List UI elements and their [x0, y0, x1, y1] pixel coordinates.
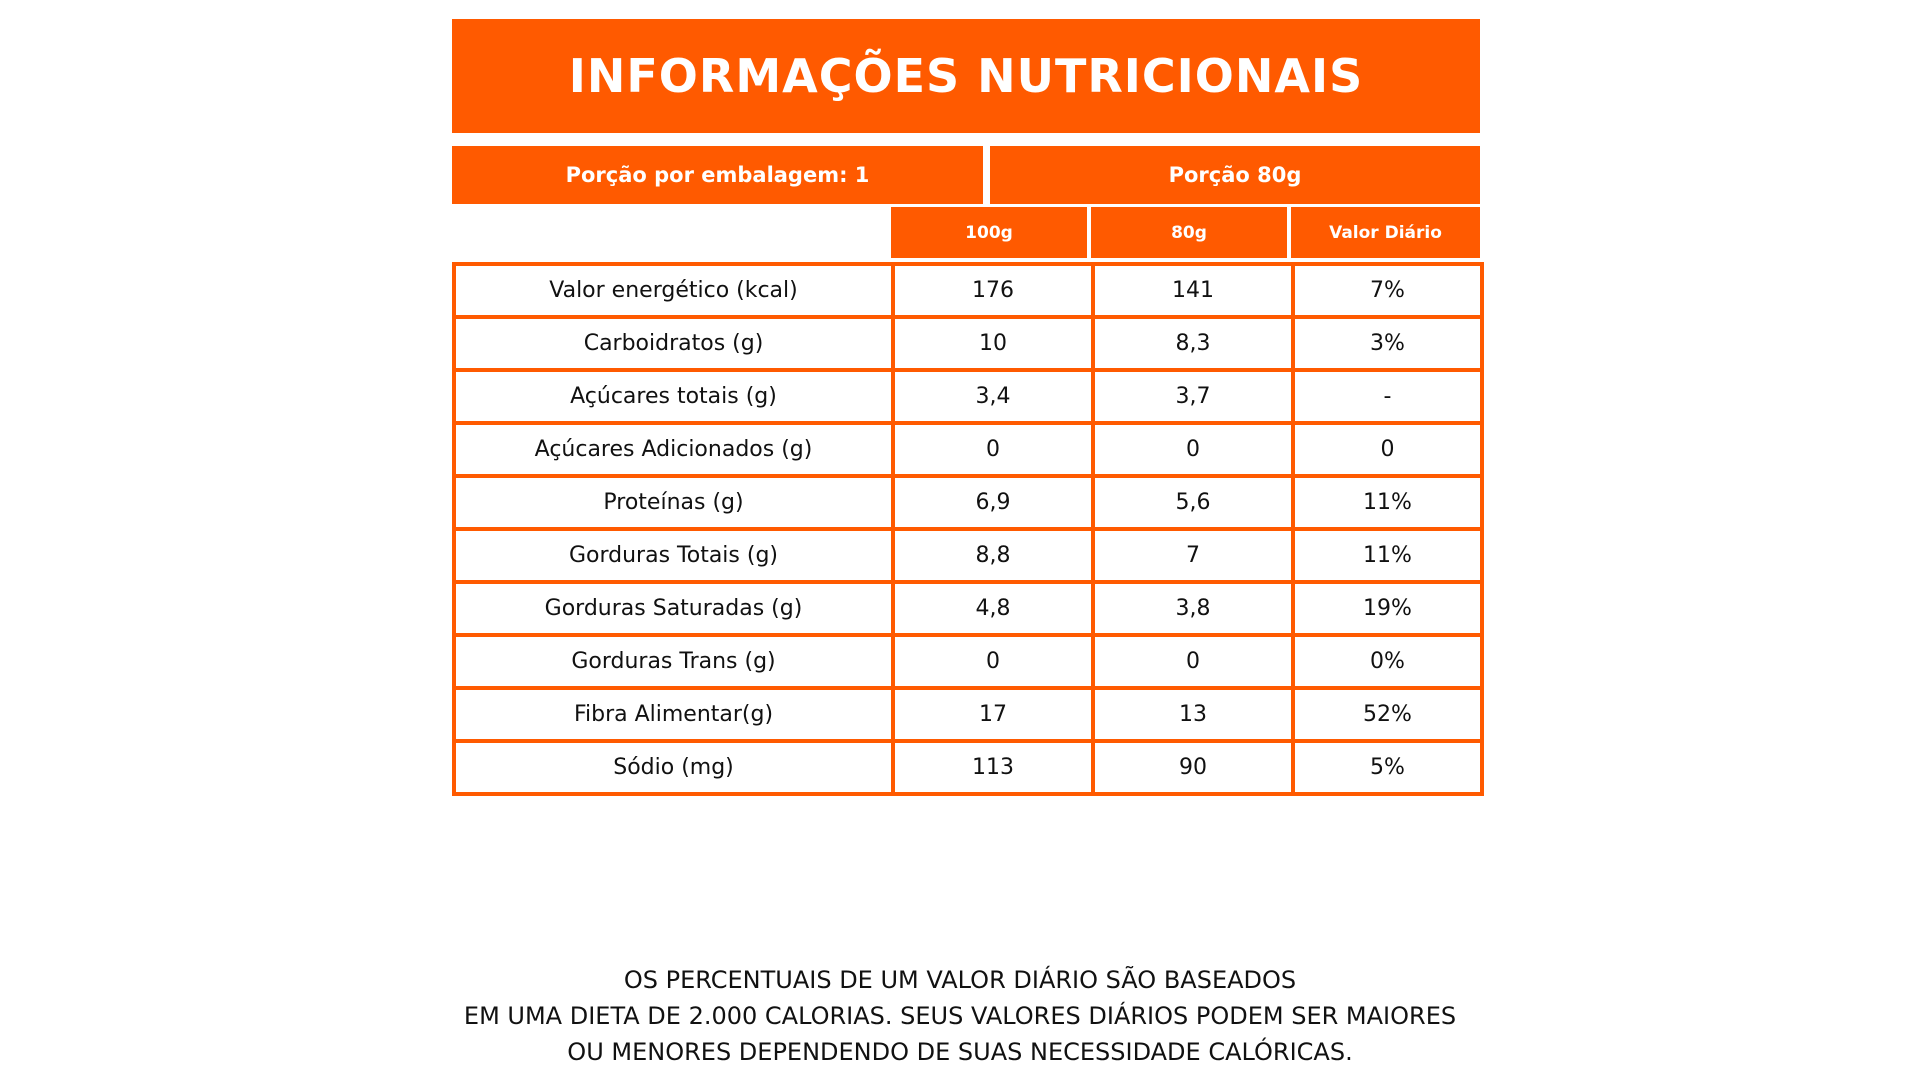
value-100g: 17: [891, 686, 1095, 743]
nutrient-label: Açúcares totais (g): [452, 368, 895, 425]
nutrient-label: Fibra Alimentar(g): [452, 686, 895, 743]
value-80g: 8,3: [1091, 315, 1295, 372]
nutrient-label: Gorduras Trans (g): [452, 633, 895, 690]
portion-per-package: Porção por embalagem: 1: [452, 146, 983, 204]
nutrient-label: Valor energético (kcal): [452, 262, 895, 319]
value-100g: 0: [891, 633, 1095, 690]
table-row: Gorduras Saturadas (g) 4,8 3,8 19%: [452, 580, 1484, 637]
value-daily: 52%: [1291, 686, 1484, 743]
value-80g: 5,6: [1091, 474, 1295, 531]
column-header-valor-diario: Valor Diário: [1291, 207, 1480, 258]
page-title: INFORMAÇÕES NUTRICIONAIS: [568, 49, 1364, 103]
nutrient-label: Gorduras Totais (g): [452, 527, 895, 584]
table-row: Sódio (mg) 113 90 5%: [452, 739, 1484, 796]
value-daily: 0%: [1291, 633, 1484, 690]
table-row: Valor energético (kcal) 176 141 7%: [452, 262, 1484, 319]
value-daily: 11%: [1291, 527, 1484, 584]
footnote-line: OS PERCENTUAIS DE UM VALOR DIÁRIO SÃO BA…: [623, 966, 1297, 994]
footnote-line: EM UMA DIETA DE 2.000 CALORIAS. SEUS VAL…: [463, 1002, 1457, 1030]
value-daily: 19%: [1291, 580, 1484, 637]
value-80g: 3,7: [1091, 368, 1295, 425]
table-row: Carboidratos (g) 10 8,3 3%: [452, 315, 1484, 372]
value-100g: 0: [891, 421, 1095, 478]
footnote-line: OU MENORES DEPENDENDO DE SUAS NECESSIDAD…: [567, 1038, 1353, 1066]
nutrient-label: Proteínas (g): [452, 474, 895, 531]
title-banner: INFORMAÇÕES NUTRICIONAIS: [452, 19, 1480, 133]
table-row: Gorduras Trans (g) 0 0 0%: [452, 633, 1484, 690]
value-80g: 0: [1091, 421, 1295, 478]
nutrient-label: Açúcares Adicionados (g): [452, 421, 895, 478]
table-row: Proteínas (g) 6,9 5,6 11%: [452, 474, 1484, 531]
value-daily: 0: [1291, 421, 1484, 478]
value-100g: 8,8: [891, 527, 1095, 584]
table-row: Gorduras Totais (g) 8,8 7 11%: [452, 527, 1484, 584]
table-row: Fibra Alimentar(g) 17 13 52%: [452, 686, 1484, 743]
value-80g: 90: [1091, 739, 1295, 796]
value-100g: 3,4: [891, 368, 1095, 425]
value-80g: 0: [1091, 633, 1295, 690]
portion-size: Porção 80g: [990, 146, 1480, 204]
table-row: Açúcares totais (g) 3,4 3,7 -: [452, 368, 1484, 425]
value-80g: 141: [1091, 262, 1295, 319]
value-daily: 7%: [1291, 262, 1484, 319]
value-daily: 11%: [1291, 474, 1484, 531]
column-header-100g: 100g: [891, 207, 1087, 258]
value-80g: 13: [1091, 686, 1295, 743]
value-100g: 113: [891, 739, 1095, 796]
value-100g: 4,8: [891, 580, 1095, 637]
value-daily: 3%: [1291, 315, 1484, 372]
table-row: Açúcares Adicionados (g) 0 0 0: [452, 421, 1484, 478]
value-80g: 3,8: [1091, 580, 1295, 637]
nutrient-label: Sódio (mg): [452, 739, 895, 796]
nutrient-label: Carboidratos (g): [452, 315, 895, 372]
footnote: OS PERCENTUAIS DE UM VALOR DIÁRIO SÃO BA…: [360, 962, 1560, 1070]
nutrient-label: Gorduras Saturadas (g): [452, 580, 895, 637]
value-daily: 5%: [1291, 739, 1484, 796]
value-80g: 7: [1091, 527, 1295, 584]
value-100g: 10: [891, 315, 1095, 372]
value-100g: 6,9: [891, 474, 1095, 531]
column-header-80g: 80g: [1091, 207, 1287, 258]
value-daily: -: [1291, 368, 1484, 425]
nutrition-table: Valor energético (kcal) 176 141 7% Carbo…: [452, 262, 1484, 796]
value-100g: 176: [891, 262, 1095, 319]
